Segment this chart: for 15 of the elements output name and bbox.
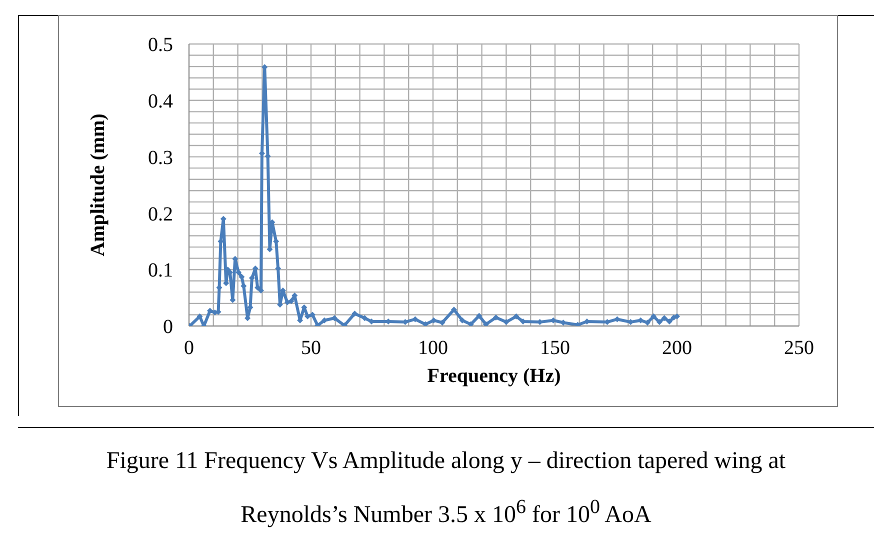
y-tick-label: 0.1 [148, 260, 173, 282]
x-axis-title: Frequency (Hz) [427, 365, 561, 387]
caption: Figure 11 Frequency Vs Amplitude along y – direction tapered wing at Reynolds’s Number 3.5 x 10$^{6}$ for 10$^{0}$ AoA [105, 447, 787, 530]
y-tick-label: 0.3 [148, 146, 173, 169]
y-axis-title: Amplitude (mm) [87, 114, 110, 256]
y-tick-label: 0.2 [148, 203, 173, 226]
x-tick-label: 100 [418, 337, 448, 360]
x-tick-label: 50 [301, 337, 321, 360]
x-tick-label: 0 [184, 337, 194, 360]
x-tick-label: 250 [784, 337, 814, 360]
y-tick-label: 0.4 [148, 90, 173, 112]
x-tick-label: 150 [540, 337, 570, 360]
y-tick-label: 0.5 [148, 34, 173, 56]
y-tick-label: 0 [163, 316, 173, 338]
x-tick-label: 200 [662, 337, 692, 360]
